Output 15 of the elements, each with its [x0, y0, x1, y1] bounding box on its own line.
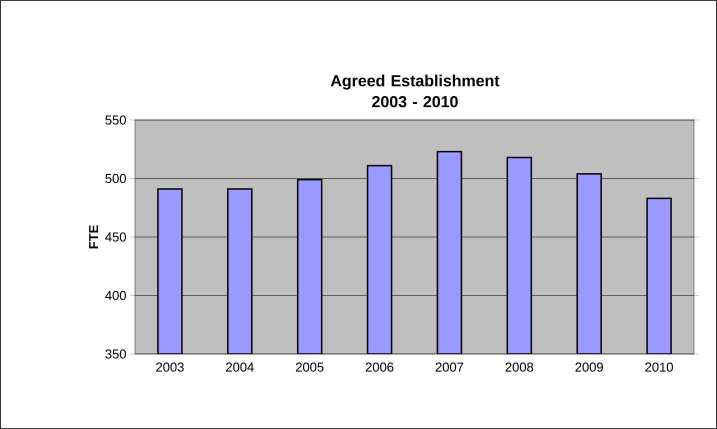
x-tick-label: 2006 [366, 362, 394, 372]
x-tick-label: 2004 [226, 362, 254, 372]
x-tick-label: 2005 [296, 362, 324, 372]
x-tick-label: 2010 [645, 362, 673, 372]
chart-title: Agreed Establishment 2003 - 2010 [330, 74, 500, 108]
y-tick-label: 550 [105, 115, 126, 125]
y-tick-label: 500 [105, 174, 126, 184]
x-tick-label: 2007 [436, 362, 464, 372]
y-tick-label: 400 [105, 290, 126, 300]
y-tick-label: 350 [105, 349, 126, 359]
x-tick-label: 2009 [575, 362, 603, 372]
x-tick-label: 2008 [506, 362, 534, 372]
y-axis-title: FTE [89, 225, 98, 248]
y-tick-label: 450 [105, 232, 126, 242]
x-tick-label: 2003 [156, 362, 184, 372]
